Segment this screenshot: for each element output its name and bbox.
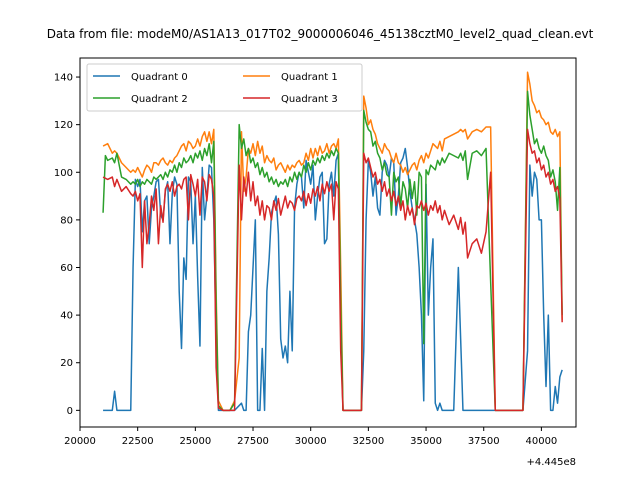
y-axis: 0 20 40 60 80 100 120 140 bbox=[54, 73, 80, 417]
x-tick-label: 30000 bbox=[295, 436, 327, 447]
x-tick-label: 35000 bbox=[410, 436, 442, 447]
x-tick-label: 22500 bbox=[122, 436, 154, 447]
series-line-quadrant-0 bbox=[103, 147, 563, 412]
y-tick-label: 20 bbox=[60, 358, 73, 369]
legend-label: Quadrant 1 bbox=[281, 72, 338, 83]
plot-lines bbox=[102, 71, 563, 412]
y-tick-label: 80 bbox=[60, 215, 73, 226]
y-tick-label: 140 bbox=[54, 73, 73, 84]
x-tick-label: 20000 bbox=[64, 436, 96, 447]
x-tick-label: 25000 bbox=[179, 436, 211, 447]
x-tick-label: 32500 bbox=[352, 436, 384, 447]
series-line-quadrant-2 bbox=[102, 90, 563, 412]
plot-frame bbox=[79, 57, 577, 428]
x-axis: 20000 22500 25000 27500 30000 32500 35000 37500… bbox=[64, 427, 557, 447]
y-tick-label: 40 bbox=[60, 311, 73, 322]
y-tick-label: 0 bbox=[67, 406, 73, 417]
y-tick-label: 100 bbox=[54, 168, 73, 179]
legend: Quadrant 0 Quadrant 1 Quadrant 2 Quadrant 3 bbox=[86, 63, 363, 112]
legend-box bbox=[86, 63, 363, 112]
legend-label: Quadrant 3 bbox=[281, 94, 338, 105]
x-tick-label: 37500 bbox=[468, 436, 500, 447]
legend-label: Quadrant 0 bbox=[131, 72, 188, 83]
x-tick-label: 40000 bbox=[525, 436, 557, 447]
x-tick-label: 27500 bbox=[237, 436, 269, 447]
series-line-quadrant-1 bbox=[102, 71, 563, 412]
y-tick-label: 60 bbox=[60, 263, 73, 274]
legend-label: Quadrant 2 bbox=[131, 94, 188, 105]
chart-title: Data from file: modeM0/AS1A13_017T02_900… bbox=[47, 27, 594, 41]
y-tick-label: 120 bbox=[54, 120, 73, 131]
x-offset-label: +4.445e8 bbox=[526, 457, 576, 468]
series-line-quadrant-3 bbox=[102, 128, 563, 412]
